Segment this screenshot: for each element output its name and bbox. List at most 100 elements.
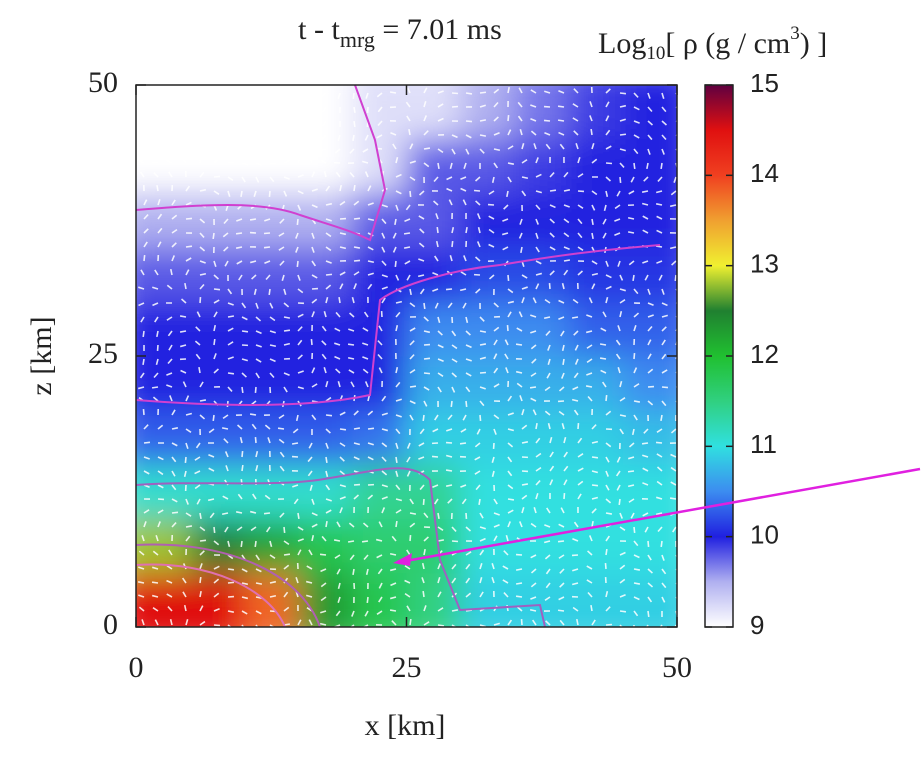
flow-vector xyxy=(254,386,257,394)
flow-vector xyxy=(213,142,217,150)
flow-vector xyxy=(227,372,235,375)
flow-vector xyxy=(530,117,537,122)
flow-vector xyxy=(644,526,649,533)
flow-vector xyxy=(381,470,388,476)
flow-vector xyxy=(250,526,257,532)
flow-vector xyxy=(334,327,341,332)
colorbar-tick-label: 9 xyxy=(750,610,764,640)
flow-vector xyxy=(661,302,668,307)
title-part: t - t xyxy=(298,13,340,46)
flow-vector xyxy=(493,353,498,360)
flow-vector xyxy=(227,356,234,360)
flow-vector xyxy=(378,582,383,589)
flow-vector xyxy=(381,428,388,432)
flow-vector xyxy=(670,190,677,196)
heatmap-cell xyxy=(244,193,299,249)
flow-vector xyxy=(507,412,514,416)
flow-vector xyxy=(587,550,593,556)
flow-vector xyxy=(320,92,327,98)
flow-vector xyxy=(437,358,444,362)
flow-vector xyxy=(423,386,430,391)
flow-vector xyxy=(364,134,369,141)
flow-vector xyxy=(463,162,467,169)
flow-vector xyxy=(633,312,640,318)
flow-vector xyxy=(661,582,667,589)
flow-vector xyxy=(549,270,555,276)
flow-vector xyxy=(339,411,346,416)
flow-vector xyxy=(660,540,663,548)
flow-vector xyxy=(588,297,593,304)
heatmap-cell xyxy=(352,193,407,249)
flow-vector xyxy=(571,398,579,402)
flow-vector xyxy=(605,498,612,504)
flow-vector xyxy=(151,161,159,164)
flow-vector xyxy=(308,442,313,449)
heatmap-cell xyxy=(622,85,677,140)
flow-vector xyxy=(143,441,151,444)
flow-vector xyxy=(516,606,523,612)
flow-vector xyxy=(255,146,263,150)
flow-vector xyxy=(255,372,260,379)
contour xyxy=(136,543,321,627)
flow-vector xyxy=(493,367,499,374)
flow-vector xyxy=(297,157,302,164)
flow-vector xyxy=(213,311,218,318)
flow-vector xyxy=(381,507,386,514)
flow-vector xyxy=(199,272,207,276)
flow-vector xyxy=(283,386,288,393)
flow-vector xyxy=(306,106,313,110)
flow-vector xyxy=(395,173,402,178)
flow-vector xyxy=(311,534,315,542)
flow-vector xyxy=(465,592,472,598)
flow-vector xyxy=(238,274,243,281)
flow-vector xyxy=(419,484,425,491)
flow-vector xyxy=(493,622,500,626)
heatmap-cell xyxy=(136,572,191,627)
flow-vector xyxy=(587,591,593,598)
flow-vector xyxy=(590,128,593,136)
flow-vector xyxy=(395,366,399,374)
flow-vector xyxy=(348,522,355,528)
flow-vector xyxy=(546,372,551,379)
flow-vector xyxy=(311,414,317,421)
flow-vector xyxy=(423,548,426,556)
flow-vector xyxy=(465,372,472,377)
flow-vector xyxy=(530,314,537,318)
flow-vector xyxy=(530,554,537,559)
heatmap-cell xyxy=(460,193,516,249)
flow-vector xyxy=(339,507,343,514)
flow-vector xyxy=(505,367,509,374)
flow-vector xyxy=(423,330,431,334)
flow-vector xyxy=(571,582,579,586)
flow-vector xyxy=(544,298,551,304)
flow-vector xyxy=(349,171,355,178)
flow-vector xyxy=(437,607,444,612)
flow-vector xyxy=(168,344,173,351)
flow-vector xyxy=(633,162,636,170)
flow-vector xyxy=(253,190,257,197)
flow-vector xyxy=(339,232,347,236)
flow-vector xyxy=(335,610,341,617)
flow-vector xyxy=(291,442,299,445)
flow-vector xyxy=(241,146,248,150)
flow-vector xyxy=(378,367,383,374)
flow-vector xyxy=(138,594,145,598)
heatmap-cell xyxy=(460,301,516,357)
flow-vector xyxy=(364,171,369,178)
flow-vector xyxy=(591,440,599,444)
flow-vector xyxy=(311,246,315,253)
flow-vector xyxy=(479,549,485,556)
flow-vector xyxy=(572,568,579,572)
flow-vector xyxy=(224,526,229,533)
flow-vector xyxy=(406,442,411,449)
flow-vector xyxy=(241,372,247,378)
flow-vector xyxy=(395,156,399,164)
flow-vector xyxy=(367,410,374,416)
flow-vector xyxy=(422,414,425,422)
flow-vector xyxy=(423,536,429,542)
flow-vector xyxy=(549,204,556,209)
flow-vector xyxy=(559,143,565,150)
flow-vector xyxy=(255,130,262,136)
flow-vector xyxy=(283,329,291,332)
flow-vector xyxy=(488,190,495,195)
